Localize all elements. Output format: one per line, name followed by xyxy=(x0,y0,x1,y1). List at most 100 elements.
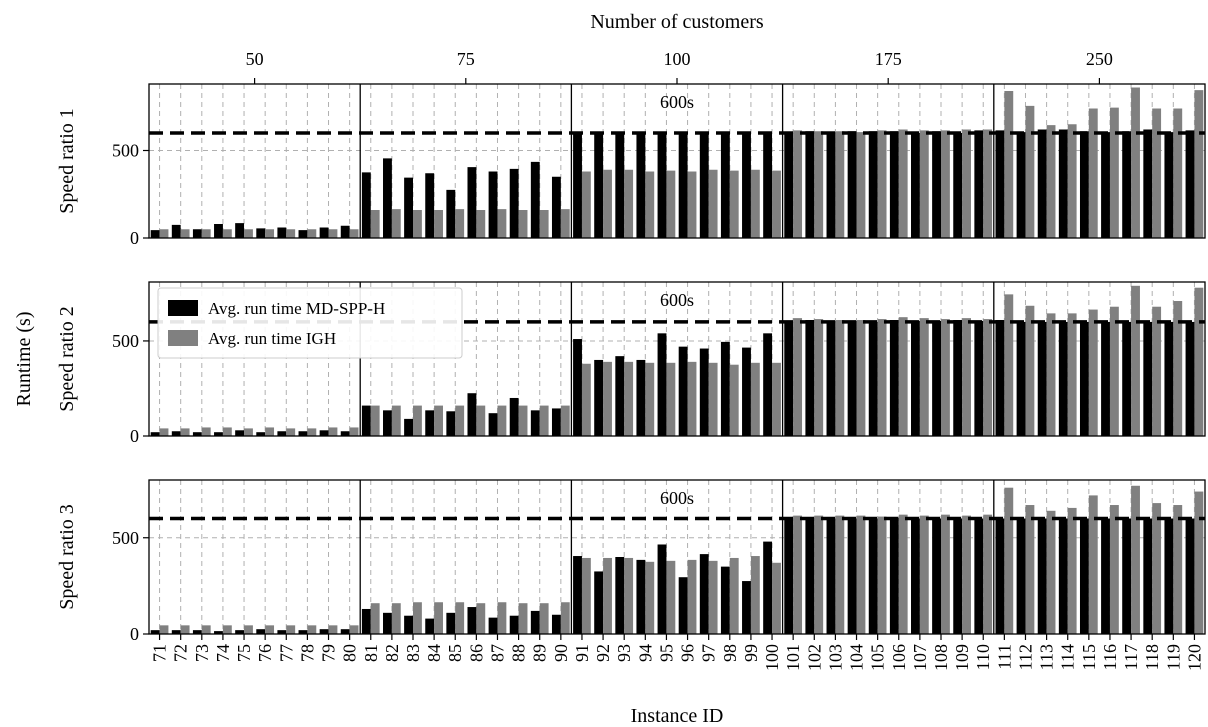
bar-igh xyxy=(772,562,781,634)
bar-md-spp-h xyxy=(446,612,456,634)
x-tick-label: 89 xyxy=(530,644,550,662)
x-tick-label: 93 xyxy=(614,644,634,662)
bar-igh xyxy=(180,428,190,436)
bar-md-spp-h xyxy=(995,518,1005,634)
bar-igh xyxy=(919,515,929,634)
bar-igh xyxy=(1046,313,1056,436)
bar-igh xyxy=(708,560,718,634)
bar-md-spp-h xyxy=(277,227,287,238)
bar-igh xyxy=(391,405,401,436)
bar-igh xyxy=(497,209,507,238)
x-tick-label: 111 xyxy=(994,644,1014,670)
bar-igh xyxy=(1046,125,1056,238)
bar-md-spp-h xyxy=(1016,518,1026,634)
bar-igh xyxy=(1067,313,1077,436)
bar-igh xyxy=(624,361,634,436)
bar-md-spp-h xyxy=(699,554,709,634)
bar-md-spp-h xyxy=(805,517,815,634)
bar-igh xyxy=(476,405,486,436)
panel-frame xyxy=(148,479,1206,635)
bar-md-spp-h xyxy=(1143,321,1153,436)
legend-box xyxy=(157,287,463,359)
bar-igh xyxy=(539,210,549,238)
bar-igh xyxy=(560,602,570,634)
bar-igh xyxy=(729,557,739,634)
bar-igh xyxy=(1067,507,1077,634)
bar-md-spp-h xyxy=(192,630,202,634)
bar-igh xyxy=(941,319,950,436)
x-tick-label: 104 xyxy=(847,644,867,671)
bar-igh xyxy=(1173,301,1183,436)
x-tick-label: 78 xyxy=(297,644,317,662)
bar-igh xyxy=(856,320,866,436)
x-tick-label: 100 xyxy=(762,644,782,671)
bar-md-spp-h xyxy=(932,518,941,634)
x-tick-label: 99 xyxy=(741,644,761,662)
bar-md-spp-h xyxy=(1122,518,1132,634)
bar-md-spp-h xyxy=(974,320,984,436)
bar-md-spp-h xyxy=(467,167,477,238)
bar-igh xyxy=(581,557,591,634)
x-tick-label: 119 xyxy=(1163,644,1183,670)
bar-md-spp-h xyxy=(615,356,625,436)
bar-igh xyxy=(624,557,634,634)
bar-md-spp-h xyxy=(911,320,920,436)
bar-md-spp-h xyxy=(1058,129,1068,238)
x-tick-label: 115 xyxy=(1079,644,1099,670)
y-axis-title: Runtime (s) xyxy=(13,312,35,407)
bar-md-spp-h xyxy=(446,189,456,238)
bar-md-spp-h xyxy=(1164,518,1174,634)
x-tick-label: 95 xyxy=(656,644,676,662)
bar-md-spp-h xyxy=(742,581,751,634)
x-tick-label: 98 xyxy=(720,644,740,662)
bar-md-spp-h xyxy=(720,133,730,238)
bar-md-spp-h xyxy=(256,629,266,634)
bar-md-spp-h xyxy=(573,133,582,238)
bar-md-spp-h xyxy=(594,571,604,634)
bar-igh xyxy=(877,516,887,634)
panel-ylabel: Speed ratio 2 xyxy=(56,306,78,412)
y-tick-label: 0 xyxy=(130,426,139,446)
bar-md-spp-h xyxy=(911,133,920,238)
bar-igh xyxy=(518,405,528,436)
bar-igh xyxy=(983,319,993,436)
bar-igh xyxy=(835,131,845,238)
bar-md-spp-h xyxy=(699,348,709,436)
bar-md-spp-h xyxy=(826,132,836,238)
bar-igh xyxy=(518,603,528,634)
bar-igh xyxy=(328,229,338,238)
bar-igh xyxy=(624,169,634,238)
bar-igh xyxy=(581,363,591,436)
bar-igh xyxy=(518,210,528,238)
bar-igh xyxy=(434,210,443,238)
x-tick-label: 84 xyxy=(424,644,444,662)
bar-md-spp-h xyxy=(277,431,287,436)
bar-md-spp-h xyxy=(889,517,899,634)
bar-md-spp-h xyxy=(1079,518,1089,634)
bar-md-spp-h xyxy=(383,410,392,436)
bar-md-spp-h xyxy=(425,173,435,238)
bar-igh xyxy=(1194,90,1204,238)
bar-md-spp-h xyxy=(425,410,435,436)
bar-igh xyxy=(666,170,676,238)
bar-igh xyxy=(814,131,824,238)
bar-md-spp-h xyxy=(1037,321,1047,436)
bar-md-spp-h xyxy=(192,432,202,436)
bar-md-spp-h xyxy=(509,615,519,634)
bar-md-spp-h xyxy=(742,347,751,436)
x-tick-label: 110 xyxy=(973,644,993,670)
bar-igh xyxy=(603,361,612,436)
bar-md-spp-h xyxy=(1037,518,1047,634)
bar-md-spp-h xyxy=(1101,132,1110,238)
bar-igh xyxy=(222,427,232,436)
x-tick-label: 80 xyxy=(340,644,360,662)
bar-igh xyxy=(1004,487,1014,634)
bar-igh xyxy=(180,625,190,634)
bar-md-spp-h xyxy=(319,629,329,634)
x-tick-label: 118 xyxy=(1142,644,1162,670)
bar-igh xyxy=(962,318,971,436)
bar-md-spp-h xyxy=(847,131,857,238)
bar-md-spp-h xyxy=(256,228,266,238)
bar-igh xyxy=(1088,495,1098,634)
bar-igh xyxy=(413,210,422,238)
